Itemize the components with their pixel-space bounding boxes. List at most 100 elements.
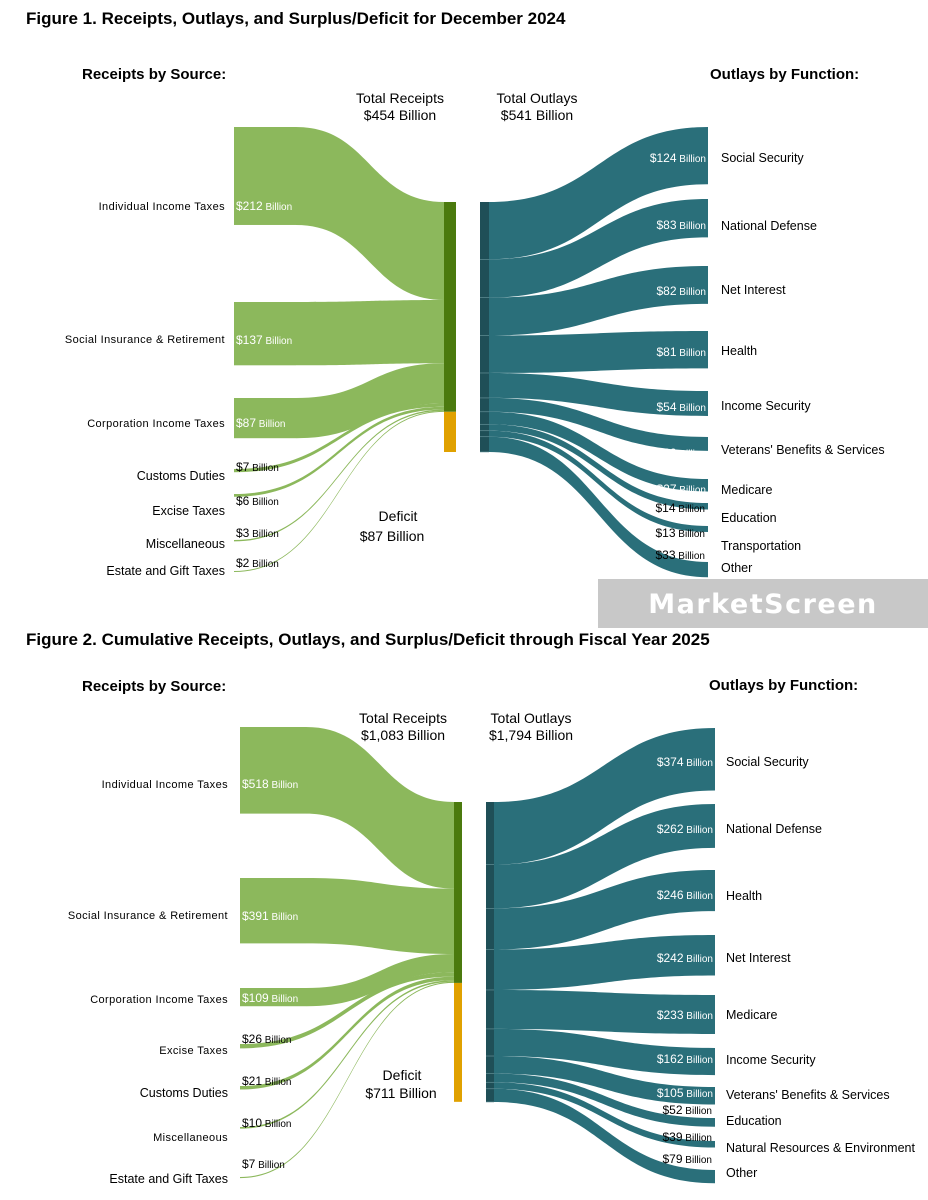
figure-1-receipt-value-estate-and-gift-taxes-unit: Billion bbox=[249, 559, 278, 570]
figure-2-outlay-value-social-security: $374 Billion bbox=[657, 755, 713, 769]
figure-2-receipt-value-individual-income-taxes: $518 Billion bbox=[242, 777, 298, 791]
figure-1-outlay-value-health-unit: Billion bbox=[677, 348, 706, 359]
figure-1-total-outlays-label: Total Outlays bbox=[497, 90, 578, 106]
figure-2-receipt-flow-miscellaneous bbox=[240, 980, 454, 1129]
figure-2-outlay-value-health-unit: Billion bbox=[684, 891, 713, 902]
figure-1-receipt-value-individual-income-taxes-number: $212 bbox=[236, 199, 263, 213]
figure-1-outlay-value-social-security: $124 Billion bbox=[650, 151, 706, 165]
figure-2-outlay-label-natural-resources-and-environment: Natural Resources & Environment bbox=[726, 1141, 915, 1155]
figure-2-receipt-value-customs-duties: $21 Billion bbox=[242, 1074, 292, 1088]
figure-1-outlay-value-net-interest-number: $82 bbox=[657, 284, 677, 298]
figure-1-outlay-flow-medicare bbox=[489, 411, 708, 492]
figure-1-deficit-value: $87 Billion bbox=[360, 528, 425, 544]
figure-1-outlay-flow-income-security bbox=[489, 372, 708, 416]
figure-2-outlay-value-net-interest: $242 Billion bbox=[657, 951, 713, 965]
figure-1-receipt-value-miscellaneous-unit: Billion bbox=[249, 529, 278, 540]
figure-1-outlay-value-income-security-number: $54 bbox=[657, 400, 677, 414]
figure-1-receipt-value-customs-duties: $7 Billion bbox=[236, 460, 279, 474]
figure-1-outlay-flow-veterans-benefits-and-services bbox=[489, 397, 708, 451]
figure-2-receipt-block-social-insurance-and-retirement bbox=[240, 878, 306, 944]
figure-1-deficit-bar bbox=[444, 411, 456, 452]
figure-1-receipt-label-corporation-income-taxes: Corporation Income Taxes bbox=[87, 418, 225, 430]
figure-1-outlay-value-social-security-unit: Billion bbox=[677, 154, 706, 165]
figure-1-receipt-value-corporation-income-taxes-number: $87 bbox=[236, 416, 256, 430]
figure-2-outlay-label-other: Other bbox=[726, 1166, 757, 1180]
figure-1-outlay-label-health: Health bbox=[721, 344, 757, 358]
figure-2-outlay-value-income-security-unit: Billion bbox=[684, 1055, 713, 1066]
figure-1-total-receipts-bar bbox=[444, 202, 456, 412]
figure-2-outlay-value-natural-resources-and-environment-unit: Billion bbox=[683, 1133, 712, 1144]
figure-2-outlay-value-other: $79 Billion bbox=[663, 1152, 713, 1166]
figure-2-outlay-value-education-number: $52 bbox=[663, 1103, 683, 1117]
figure-2-outlay-flow-veterans-benefits-and-services bbox=[494, 1056, 715, 1105]
figure-2-outlay-label-net-interest: Net Interest bbox=[726, 951, 791, 965]
figure-1-outlay-value-education-unit: Billion bbox=[676, 504, 705, 515]
figure-1-outlays-heading: Outlays by Function: bbox=[710, 66, 859, 83]
figure-1-outlay-value-medicare-unit: Billion bbox=[677, 485, 706, 496]
watermark-background bbox=[598, 579, 928, 628]
figure-1-receipt-label-customs-duties: Customs Duties bbox=[137, 469, 225, 483]
figure-1-receipt-flow-excise-taxes bbox=[234, 406, 444, 497]
figure-1-outlay-value-income-security-unit: Billion bbox=[677, 403, 706, 414]
figure-2-outlay-value-national-defense-number: $262 bbox=[657, 822, 684, 836]
figure-2-outlay-value-net-interest-number: $242 bbox=[657, 951, 684, 965]
figure-1-outlay-value-health-number: $81 bbox=[657, 345, 677, 359]
figure-1-receipt-value-customs-duties-number: $7 bbox=[236, 460, 250, 474]
figure-1-outlay-value-other: $33 Billion bbox=[656, 548, 706, 562]
figure-1-receipt-value-estate-and-gift-taxes: $2 Billion bbox=[236, 556, 279, 570]
figure-1-receipt-value-excise-taxes-number: $6 bbox=[236, 494, 250, 508]
figure-2-outlay-value-natural-resources-and-environment-number: $39 bbox=[663, 1130, 683, 1144]
figure-1-title: Figure 1. Receipts, Outlays, and Surplus… bbox=[26, 9, 566, 28]
figure-2-outlay-value-net-interest-unit: Billion bbox=[684, 954, 713, 965]
figure-2-outlay-flow-income-security bbox=[494, 1028, 715, 1076]
figure-1-outlay-label-veterans-benefits-and-services: Veterans' Benefits & Services bbox=[721, 443, 885, 457]
figure-1-receipt-value-corporation-income-taxes: $87 Billion bbox=[236, 416, 286, 430]
figure-2-receipt-value-customs-duties-number: $21 bbox=[242, 1074, 262, 1088]
figure-1-receipt-value-social-insurance-and-retirement-unit: Billion bbox=[263, 336, 292, 347]
figure-2-total-receipts-label: Total Receipts bbox=[359, 710, 447, 726]
figure-2-receipt-label-individual-income-taxes: Individual Income Taxes bbox=[102, 779, 228, 791]
figure-2-outlay-value-national-defense-unit: Billion bbox=[684, 825, 713, 836]
figure-2-outlay-label-medicare: Medicare bbox=[726, 1008, 777, 1022]
figure-1-outlay-value-other-unit: Billion bbox=[676, 551, 705, 562]
figure-1-outlay-label-national-defense: National Defense bbox=[721, 219, 817, 233]
figure-1-outlay-value-national-defense: $83 Billion bbox=[657, 218, 707, 232]
figure-1-outlay-value-income-security: $54 Billion bbox=[657, 400, 707, 414]
figure-2-outlay-value-income-security: $162 Billion bbox=[657, 1052, 713, 1066]
figure-2-receipt-value-estate-and-gift-taxes: $7 Billion bbox=[242, 1157, 285, 1171]
figure-2-outlay-value-education-unit: Billion bbox=[683, 1106, 712, 1117]
chart-marks: Individual Income Taxes $212 Billion Socia… bbox=[65, 127, 915, 1186]
figure-1-receipt-flow-customs-duties bbox=[234, 403, 444, 473]
figure-2-receipt-value-corporation-income-taxes-unit: Billion bbox=[269, 994, 298, 1005]
figure-2-receipt-label-excise-taxes: Excise Taxes bbox=[159, 1045, 228, 1057]
figure-2-receipt-value-estate-and-gift-taxes-number: $7 bbox=[242, 1157, 256, 1171]
figure-1-outlay-value-veterans-benefits-and-services-number: $30 bbox=[657, 446, 677, 460]
figure-1-receipt-flow-estate-and-gift-taxes bbox=[234, 410, 444, 572]
figure-1-outlay-label-medicare: Medicare bbox=[721, 483, 772, 497]
figure-1-outlay-flow-transportation bbox=[489, 430, 708, 533]
figure-2-outlay-value-health-number: $246 bbox=[657, 888, 684, 902]
figure-1-receipt-value-excise-taxes-unit: Billion bbox=[249, 497, 278, 508]
figure-1-receipt-value-estate-and-gift-taxes-number: $2 bbox=[236, 556, 250, 570]
figure-2-receipt-value-excise-taxes: $26 Billion bbox=[242, 1032, 292, 1046]
figure-1-receipt-flow-individual-income-taxes bbox=[296, 127, 444, 300]
figure-1-outlay-label-social-security: Social Security bbox=[721, 151, 804, 165]
figure-2-outlay-value-veterans-benefits-and-services: $105 Billion bbox=[657, 1086, 713, 1100]
figure-2-outlay-value-medicare: $233 Billion bbox=[657, 1008, 713, 1022]
figure-1-outlay-flow-education bbox=[489, 424, 708, 510]
figure-2-outlay-flow-other bbox=[494, 1088, 715, 1184]
figure-2-receipt-value-corporation-income-taxes-number: $109 bbox=[242, 991, 269, 1005]
figure-2-receipt-value-miscellaneous-unit: Billion bbox=[262, 1119, 291, 1130]
figure-2-outlay-value-medicare-unit: Billion bbox=[684, 1011, 713, 1022]
figure-1-outlay-value-transportation-unit: Billion bbox=[676, 529, 705, 540]
figure-1-outlay-label-education: Education bbox=[721, 511, 777, 525]
figure-2-receipt-value-social-insurance-and-retirement-number: $391 bbox=[242, 909, 269, 923]
figure-2-outlay-value-income-security-number: $162 bbox=[657, 1052, 684, 1066]
figure-2-outlay-value-veterans-benefits-and-services-unit: Billion bbox=[684, 1089, 713, 1100]
figure-2-outlay-value-social-security-number: $374 bbox=[657, 755, 684, 769]
figure-2-receipt-value-miscellaneous-number: $10 bbox=[242, 1116, 262, 1130]
figure-1-outlay-label-transportation: Transportation bbox=[721, 539, 801, 553]
figure-2-receipt-label-miscellaneous: Miscellaneous bbox=[153, 1132, 228, 1144]
figure-1-outlay-value-medicare: $27 Billion bbox=[657, 482, 707, 496]
